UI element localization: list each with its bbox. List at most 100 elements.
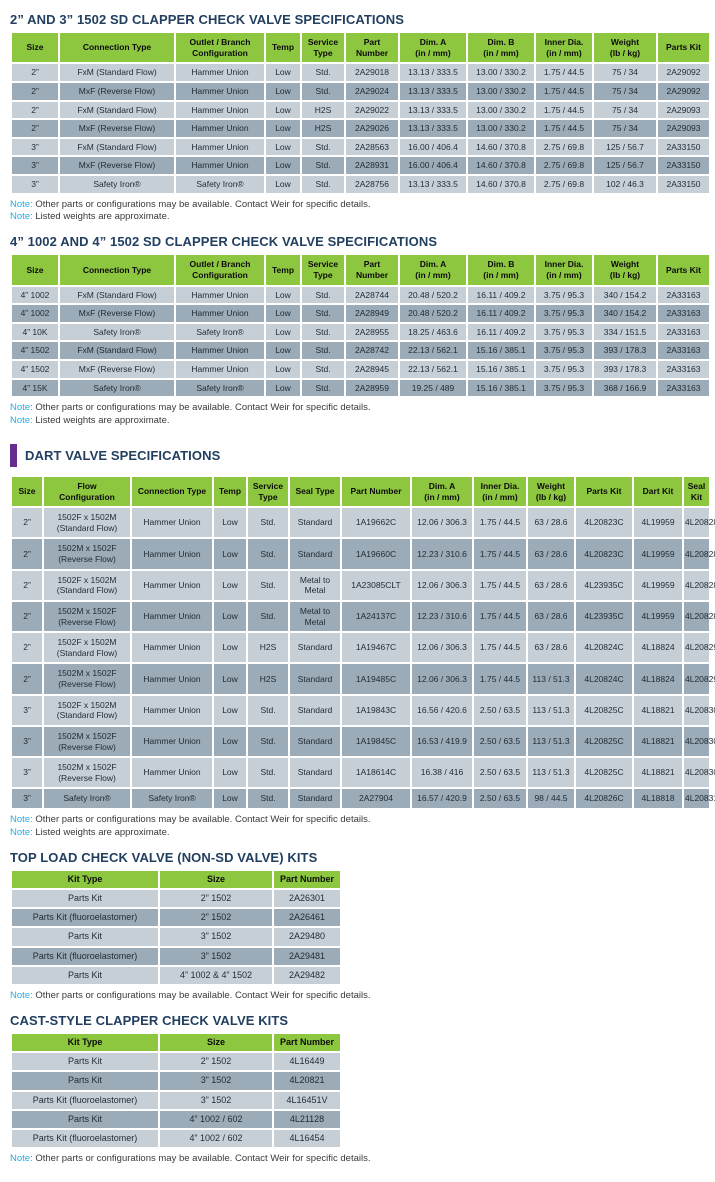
cell: 14.60 / 370.8 (468, 176, 534, 193)
column-header: Inner Dia. (in / mm) (474, 476, 526, 507)
cell: Safety Iron® (60, 323, 174, 341)
column-header: Temp (214, 476, 246, 507)
cell: 13.13 / 333.5 (400, 64, 466, 81)
note-label: Note: (10, 826, 33, 838)
notes-block: Note: Other parts or configurations may … (10, 1153, 711, 1166)
cell: 16.38 / 416 (412, 758, 472, 788)
cell: 4” 1502 (12, 361, 58, 378)
cell: 4” 1002 & 4” 1502 (160, 966, 272, 985)
cell: 2A29481 (274, 947, 340, 965)
cell: 19.25 / 489 (400, 379, 466, 397)
cell: Standard (290, 695, 340, 725)
table-row: Parts Kit (fluoroelastomer) 3” 1502 2A2948… (12, 947, 340, 965)
column-header: Inner Dia. (in / mm) (536, 255, 592, 285)
cell: 1A18614C (342, 758, 410, 788)
cell: 1A19845C (342, 726, 410, 757)
note-text: Other parts or configurations may be ava… (35, 814, 371, 825)
cell: Hammer Union (176, 138, 264, 156)
note-weights: Note: Listed weights are approximate. (10, 827, 711, 840)
cell: 2A29093 (658, 120, 709, 137)
cell: 4L23935C (576, 570, 632, 600)
cell: 2” (12, 64, 58, 81)
cell: 4” 15K (12, 379, 58, 397)
cell: 2.75 / 69.8 (536, 176, 592, 193)
cell: Hammer Union (176, 286, 264, 304)
column-header: Kit Type (12, 870, 158, 888)
table-row: 4” 1002 FxM (Standard Flow) Hammer Union Lo… (12, 286, 709, 304)
cell: Hammer Union (176, 82, 264, 100)
cell: 4L18821 (634, 726, 682, 757)
cell: 75 / 34 (594, 64, 656, 81)
cell: Metal to Metal (290, 570, 340, 600)
cell: Parts Kit (fluoroelastomer) (12, 1091, 158, 1109)
table-row: 2” FxM (Standard Flow) Hammer Union Low Std.… (12, 64, 709, 81)
cell: 3” 1502 (160, 928, 272, 946)
cell: 4” 1002 / 602 (160, 1110, 272, 1129)
cell: 63 / 28.6 (528, 570, 574, 600)
cell: 1.75 / 44.5 (536, 64, 592, 81)
column-header: Part Number (346, 33, 398, 63)
cell: 1502F x 1502M (Standard Flow) (44, 633, 130, 663)
note-contact: Note: Other parts or configurations may … (10, 199, 711, 212)
cell: 16.11 / 409.2 (468, 305, 534, 322)
cell: Std. (302, 305, 344, 322)
cell: 63 / 28.6 (528, 508, 574, 538)
cell: 1.75 / 44.5 (536, 120, 592, 137)
cell: 2A28742 (346, 342, 398, 359)
cell: 2A29092 (658, 82, 709, 100)
cell: Low (266, 176, 300, 193)
cell: 2A33150 (658, 157, 709, 174)
cell: Std. (302, 323, 344, 341)
cell: Low (266, 138, 300, 156)
cell: Standard (290, 758, 340, 788)
cell: Parts Kit (fluoroelastomer) (12, 909, 158, 927)
cell: 2A28744 (346, 286, 398, 304)
cell: 12.23 / 310.6 (412, 539, 472, 569)
cell: 2A29092 (658, 64, 709, 81)
cell: Low (214, 539, 246, 569)
cell: 13.00 / 330.2 (468, 101, 534, 119)
cell: 2A29022 (346, 101, 398, 119)
cell: 4” 1502 (12, 342, 58, 359)
cell: 340 / 154.2 (594, 305, 656, 322)
column-header: Parts Kit (576, 476, 632, 507)
note-contact: Note: Other parts or configurations may … (10, 814, 711, 827)
cell: Std. (248, 726, 288, 757)
cell: 2A29482 (274, 966, 340, 985)
cell: Parts Kit (12, 889, 158, 908)
cell: 20.48 / 520.2 (400, 286, 466, 304)
cell: Low (266, 342, 300, 359)
cell: Low (214, 633, 246, 663)
cell: 113 / 51.3 (528, 664, 574, 694)
cell: Std. (248, 695, 288, 725)
cell: Hammer Union (132, 508, 212, 538)
cell: 4L20826C (576, 789, 632, 808)
cell: Standard (290, 508, 340, 538)
cell: 3” (12, 157, 58, 174)
note-text: Other parts or configurations may be ava… (35, 198, 371, 210)
cell: Hammer Union (132, 633, 212, 663)
cell: Std. (248, 570, 288, 600)
cell: 1502M x 1502F (Reverse Flow) (44, 664, 130, 694)
table-row: 4” 15K Safety Iron® Safety Iron® Low Std. 2A2… (12, 379, 709, 397)
section-title-4-1002-1502: 4” 1002 AND 4” 1502 SD CLAPPER CHECK VAL… (10, 234, 438, 250)
column-header: Weight (lb / kg) (528, 476, 574, 507)
cell: 2.75 / 69.8 (536, 157, 592, 174)
cell: 1.75 / 44.5 (474, 601, 526, 632)
column-header: Size (12, 33, 58, 63)
cell: 2A28949 (346, 305, 398, 322)
cell: 98 / 44.5 (528, 789, 574, 808)
column-header: Seal Type (290, 476, 340, 507)
cell: Metal to Metal (290, 601, 340, 632)
column-header: Size (12, 255, 58, 285)
cell: 4L20828C (684, 508, 715, 538)
table-row: 2” 1502M x 1502F (Reverse Flow) Hammer Uni… (12, 601, 715, 632)
column-header: Seal Kit (684, 476, 709, 507)
section-title-2-3-1502: 2” AND 3” 1502 SD CLAPPER CHECK VALVE SP… (10, 12, 405, 27)
cell: Parts Kit (fluoroelastomer) (12, 947, 158, 965)
cell: Std. (302, 82, 344, 100)
cell: Safety Iron® (60, 176, 174, 193)
cell: 2A29024 (346, 82, 398, 100)
cell: 125 / 56.7 (594, 157, 656, 174)
notes-block: Note: Other parts or configurations may … (10, 199, 711, 225)
